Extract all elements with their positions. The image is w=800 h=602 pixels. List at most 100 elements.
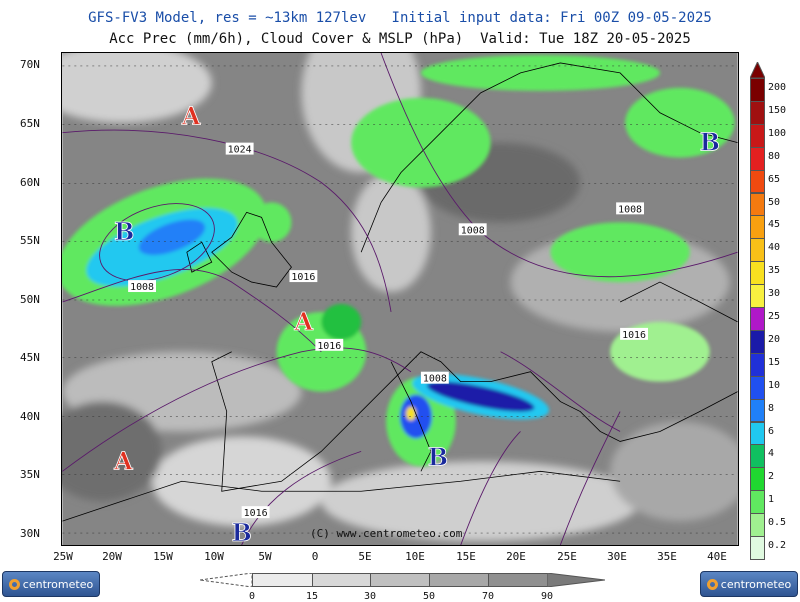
copyright-text: (C) www.centrometeo.com: [310, 527, 463, 540]
lat-label: 50N: [20, 293, 40, 306]
centrometeo-logo-right[interactable]: centrometeo: [700, 571, 798, 597]
precip-colorbar-swatch: [750, 78, 765, 102]
precip-colorbar-label: 30: [768, 288, 781, 300]
cloud-colorbar-arrow-left: [200, 573, 252, 587]
isobar-label: 1008: [130, 282, 154, 293]
precip-colorbar-swatch: [750, 513, 765, 537]
pressure-centers: A B B A B A B: [113, 102, 721, 546]
high-pressure-center: A: [181, 103, 201, 131]
cloud-colorbar-label: 0: [248, 591, 256, 602]
cloud-colorbar-swatch: [370, 573, 430, 587]
precip-colorbar-label: 4: [768, 448, 775, 460]
precip-colorbar-label: 25: [768, 311, 781, 322]
precip-colorbar-label: 35: [768, 265, 781, 277]
lon-label: 20W: [102, 550, 122, 563]
lat-label: 35N: [20, 468, 40, 481]
precip-colorbar-swatch: [750, 261, 765, 286]
logo-text: centrometeo: [720, 577, 792, 591]
precip-colorbar-label: 8: [768, 402, 775, 414]
precip-colorbar-label: 0.5: [768, 517, 787, 529]
precip-colorbar-swatch: [750, 192, 765, 217]
isobar-label: 1024: [228, 145, 252, 156]
centrometeo-logo-left[interactable]: centrometeo: [2, 571, 100, 597]
cloud-colorbar-arrow-right: [547, 573, 605, 587]
low-pressure-center: B: [700, 129, 720, 157]
lon-label: 10W: [204, 550, 224, 563]
precip-colorbar-label: 100: [768, 127, 787, 139]
high-pressure-center: A: [113, 447, 133, 475]
product-title: Acc Prec (mm/6h), Cloud Cover & MSLP (hP…: [109, 31, 691, 47]
precip-colorbar-swatch: [750, 467, 765, 492]
cloud-colorbar-label: 90: [540, 591, 554, 602]
precip-colorbar-label: 0.2: [768, 540, 787, 551]
lon-label: 20E: [506, 550, 526, 563]
cloud-colorbar-swatch: [429, 573, 489, 587]
lat-label: 55N: [20, 234, 40, 247]
precip-colorbar-cap: [750, 62, 765, 78]
precip-colorbar-swatch: [750, 536, 765, 560]
isobar-label: 1016: [244, 508, 268, 519]
low-pressure-center: B: [232, 519, 252, 546]
precip-colorbar-label: 15: [768, 356, 781, 368]
precip-colorbar-swatch: [750, 215, 765, 240]
precip-colorbar-swatch: [750, 238, 765, 263]
model-title: GFS-FV3 Model, res = ~13km 127lev Initia…: [88, 10, 712, 26]
logo-ring-icon: [8, 578, 20, 590]
cloud-colorbar-label: 70: [481, 591, 495, 602]
lon-label: 15W: [153, 550, 173, 563]
coastlines: [62, 62, 738, 522]
precip-colorbar-swatch: [750, 307, 765, 331]
precip-colorbar-swatch: [750, 329, 765, 354]
lat-label: 60N: [20, 176, 40, 189]
logo-text: centrometeo: [22, 577, 94, 591]
lon-label: 5W: [258, 550, 272, 563]
cloud-colorbar-label: 15: [305, 591, 319, 602]
precip-colorbar-swatch: [750, 375, 765, 400]
precip-colorbar-swatch: [750, 100, 765, 125]
isobar-label: 1008: [618, 204, 642, 215]
lon-label: 5E: [358, 550, 372, 563]
precip-colorbar-swatch: [750, 421, 765, 446]
isobar-labels: 1024 1008 1008 1016 1016 1008 1008 1016 …: [128, 142, 648, 519]
precip-colorbar-swatch: [750, 352, 765, 377]
weather-map: 1024 1008 1008 1016 1016 1008 1008 1016 …: [61, 52, 739, 546]
cloud-colorbar-label: 30: [363, 591, 377, 602]
lat-label: 65N: [20, 117, 40, 130]
lat-label: 40N: [20, 410, 40, 423]
cloud-colorbar-swatch: [488, 573, 548, 587]
cloud-colorbar-label: 50: [422, 591, 436, 602]
precip-colorbar-label: 45: [768, 219, 781, 231]
precip-colorbar-swatch: [750, 398, 765, 423]
precip-colorbar-label: 150: [768, 104, 787, 116]
isobar-label: 1008: [423, 374, 447, 385]
lat-label: 30N: [20, 527, 40, 540]
precip-colorbar-label: 10: [768, 379, 781, 391]
precip-colorbar-label: 50: [768, 196, 781, 208]
cloud-colorbar-swatch: [252, 573, 313, 587]
lon-label: 30E: [607, 550, 627, 563]
isobar-label: 1008: [461, 225, 485, 236]
cloud-colorbar-swatch: [312, 573, 371, 587]
isobar-label: 1016: [291, 272, 315, 283]
precip-colorbar-swatch: [750, 169, 765, 194]
isobar-label: 1016: [622, 330, 646, 341]
precip-colorbar-label: 1: [768, 494, 775, 506]
precip-colorbar-label: 200: [768, 82, 787, 93]
logo-ring-icon: [706, 578, 718, 590]
low-pressure-center: B: [428, 443, 448, 471]
low-pressure-center: B: [114, 218, 134, 246]
precip-colorbar-label: 80: [768, 150, 781, 162]
lat-label: 45N: [20, 351, 40, 364]
lon-label: 0: [311, 550, 319, 563]
precip-colorbar-swatch: [750, 146, 765, 171]
lon-label: 10E: [405, 550, 425, 563]
precip-colorbar-swatch: [750, 444, 765, 469]
precip-colorbar-swatch: [750, 490, 765, 515]
lon-label: 25W: [53, 550, 73, 563]
precip-colorbar-label: 40: [768, 242, 781, 254]
lon-label: 35E: [657, 550, 677, 563]
precip-colorbar-label: 20: [768, 333, 781, 345]
high-pressure-center: A: [293, 308, 313, 336]
precip-colorbar-swatch: [750, 284, 765, 308]
precip-colorbar-label: 6: [768, 425, 775, 437]
